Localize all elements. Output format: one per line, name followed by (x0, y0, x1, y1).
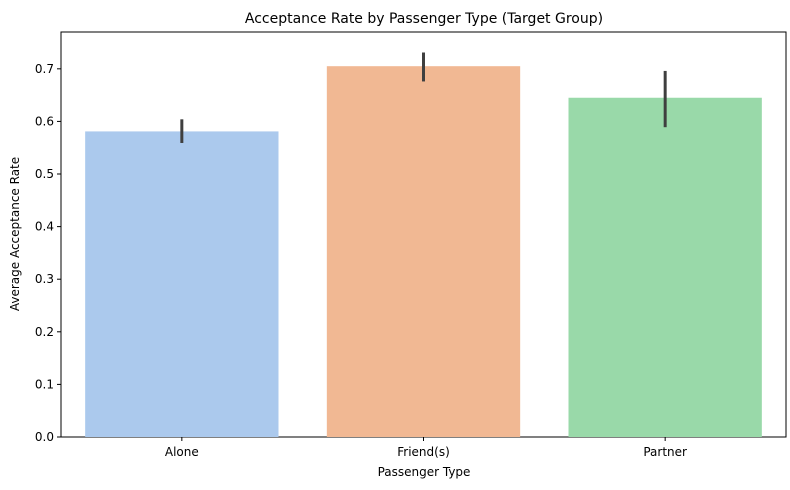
y-tick-label: 0.1 (35, 377, 54, 391)
x-tick-label: Partner (643, 445, 687, 459)
plot-area: 0.0 0.1 0.2 0.3 0.4 0.5 0.6 0.7 Alone Friend(s) P… (35, 31, 787, 459)
y-axis-label: Average Acceptance Rate (8, 157, 22, 311)
bar-1 (85, 131, 279, 437)
error-bars (180, 52, 667, 143)
y-tick-label: 0.0 (35, 430, 54, 444)
x-tick-label: Alone (165, 445, 199, 459)
chart-title: Acceptance Rate by Passenger Type (Targe… (245, 11, 603, 27)
y-tick-label: 0.7 (35, 62, 54, 76)
x-tick-label: Friend(s) (397, 445, 450, 459)
bar-3 (568, 97, 762, 437)
y-tick-label: 0.5 (35, 167, 54, 181)
x-axis-ticks: Alone Friend(s) Partner (165, 437, 687, 459)
bar-2 (326, 66, 521, 438)
bars (85, 66, 762, 438)
y-tick-label: 0.2 (35, 325, 54, 339)
y-axis-ticks: 0.0 0.1 0.2 0.3 0.4 0.5 0.6 0.7 (35, 62, 61, 444)
x-axis-label: Passenger Type (378, 465, 471, 479)
y-tick-label: 0.6 (35, 114, 54, 128)
y-tick-label: 0.3 (35, 272, 54, 286)
y-tick-label: 0.4 (35, 220, 54, 234)
